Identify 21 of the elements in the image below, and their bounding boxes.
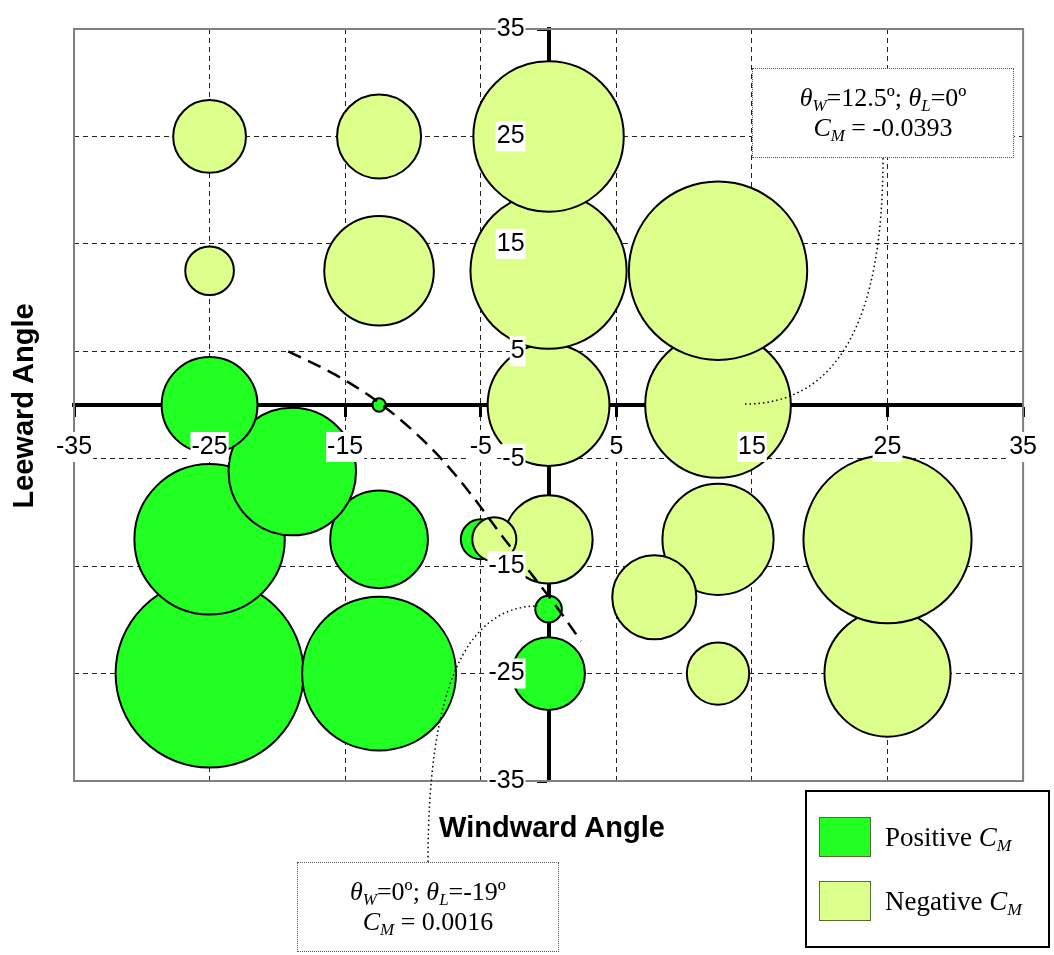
- x-tick-label: -5: [469, 430, 492, 459]
- x-axis-title: Windward Angle: [439, 811, 665, 843]
- x-tick-label: -25: [191, 430, 228, 459]
- y-axis-title: Leeward Angle: [6, 303, 40, 509]
- y-tick-label: 5: [510, 335, 525, 364]
- x-tick-label: -35: [55, 430, 93, 459]
- y-tick-label: -35: [488, 764, 525, 793]
- legend-label: Negative C$_{M}$: [885, 885, 1022, 920]
- x-tick-label: 35: [1009, 430, 1037, 459]
- x-tick-label: -15: [327, 430, 364, 459]
- y-tick-label: -25: [488, 657, 525, 686]
- x-tick-label: 25: [873, 430, 902, 459]
- x-tick-label: 5: [609, 430, 624, 459]
- y-tick-label: 25: [496, 120, 525, 149]
- y-tick-label: 15: [496, 227, 525, 256]
- x-tick-label: 15: [738, 430, 766, 459]
- y-tick-label: -15: [488, 550, 525, 579]
- y-tick-label: 35: [496, 12, 525, 41]
- text: θ$_{W}$=0º; θ$_{L}$=-19º C$_{M}$ = 0.0016: [350, 877, 506, 940]
- text: θ$_{W}$=12.5º; θ$_{L}$=0º C$_{M}$ = -0.0393: [799, 83, 967, 146]
- legend-label: Positive C$_{M}$: [885, 820, 1012, 855]
